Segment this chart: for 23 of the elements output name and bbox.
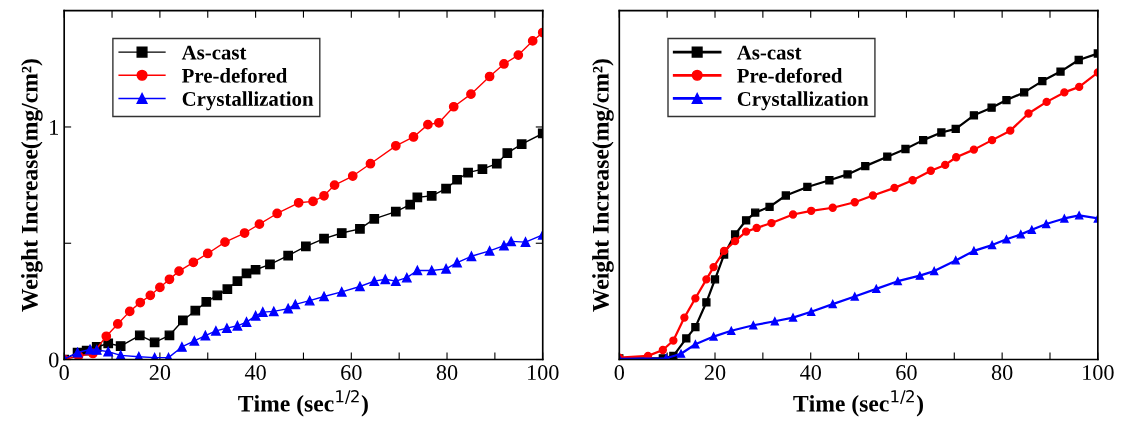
legend-label: Pre-defored [737, 67, 843, 83]
x-tick-label: 100 [1083, 365, 1114, 381]
x-tick-label: 0 [614, 365, 625, 381]
x-tick-label: 60 [341, 365, 362, 381]
legend-label: Crystallization [182, 91, 314, 111]
x-axis-title: Time (sec$^{1/2}$) [238, 390, 368, 417]
legend-label: As-cast [736, 45, 802, 60]
x-tick-label: 40 [244, 365, 266, 381]
y-axis-title: Weight Increase(mg/cm²) [21, 59, 43, 312]
x-tick-label: 20 [149, 365, 171, 381]
x-tick-label: 100 [528, 365, 559, 381]
y-tick-label: 1 [50, 120, 58, 135]
x-tick-label: 40 [800, 365, 821, 381]
x-axis-title: Time (sec$^{1/2}$) [793, 390, 923, 417]
y-axis-title: Weight Increase(mg/cm²) [592, 59, 614, 312]
legend-label: As-cast [181, 45, 247, 60]
x-tick-label: 80 [436, 365, 458, 381]
x-tick-label: 60 [896, 365, 917, 381]
x-tick-label: 20 [704, 365, 726, 381]
legend-label: Crystallization [737, 91, 869, 111]
x-tick-label: 80 [991, 365, 1013, 381]
legend-label: Pre-defored [181, 67, 288, 83]
x-tick-label: 0 [59, 365, 69, 381]
